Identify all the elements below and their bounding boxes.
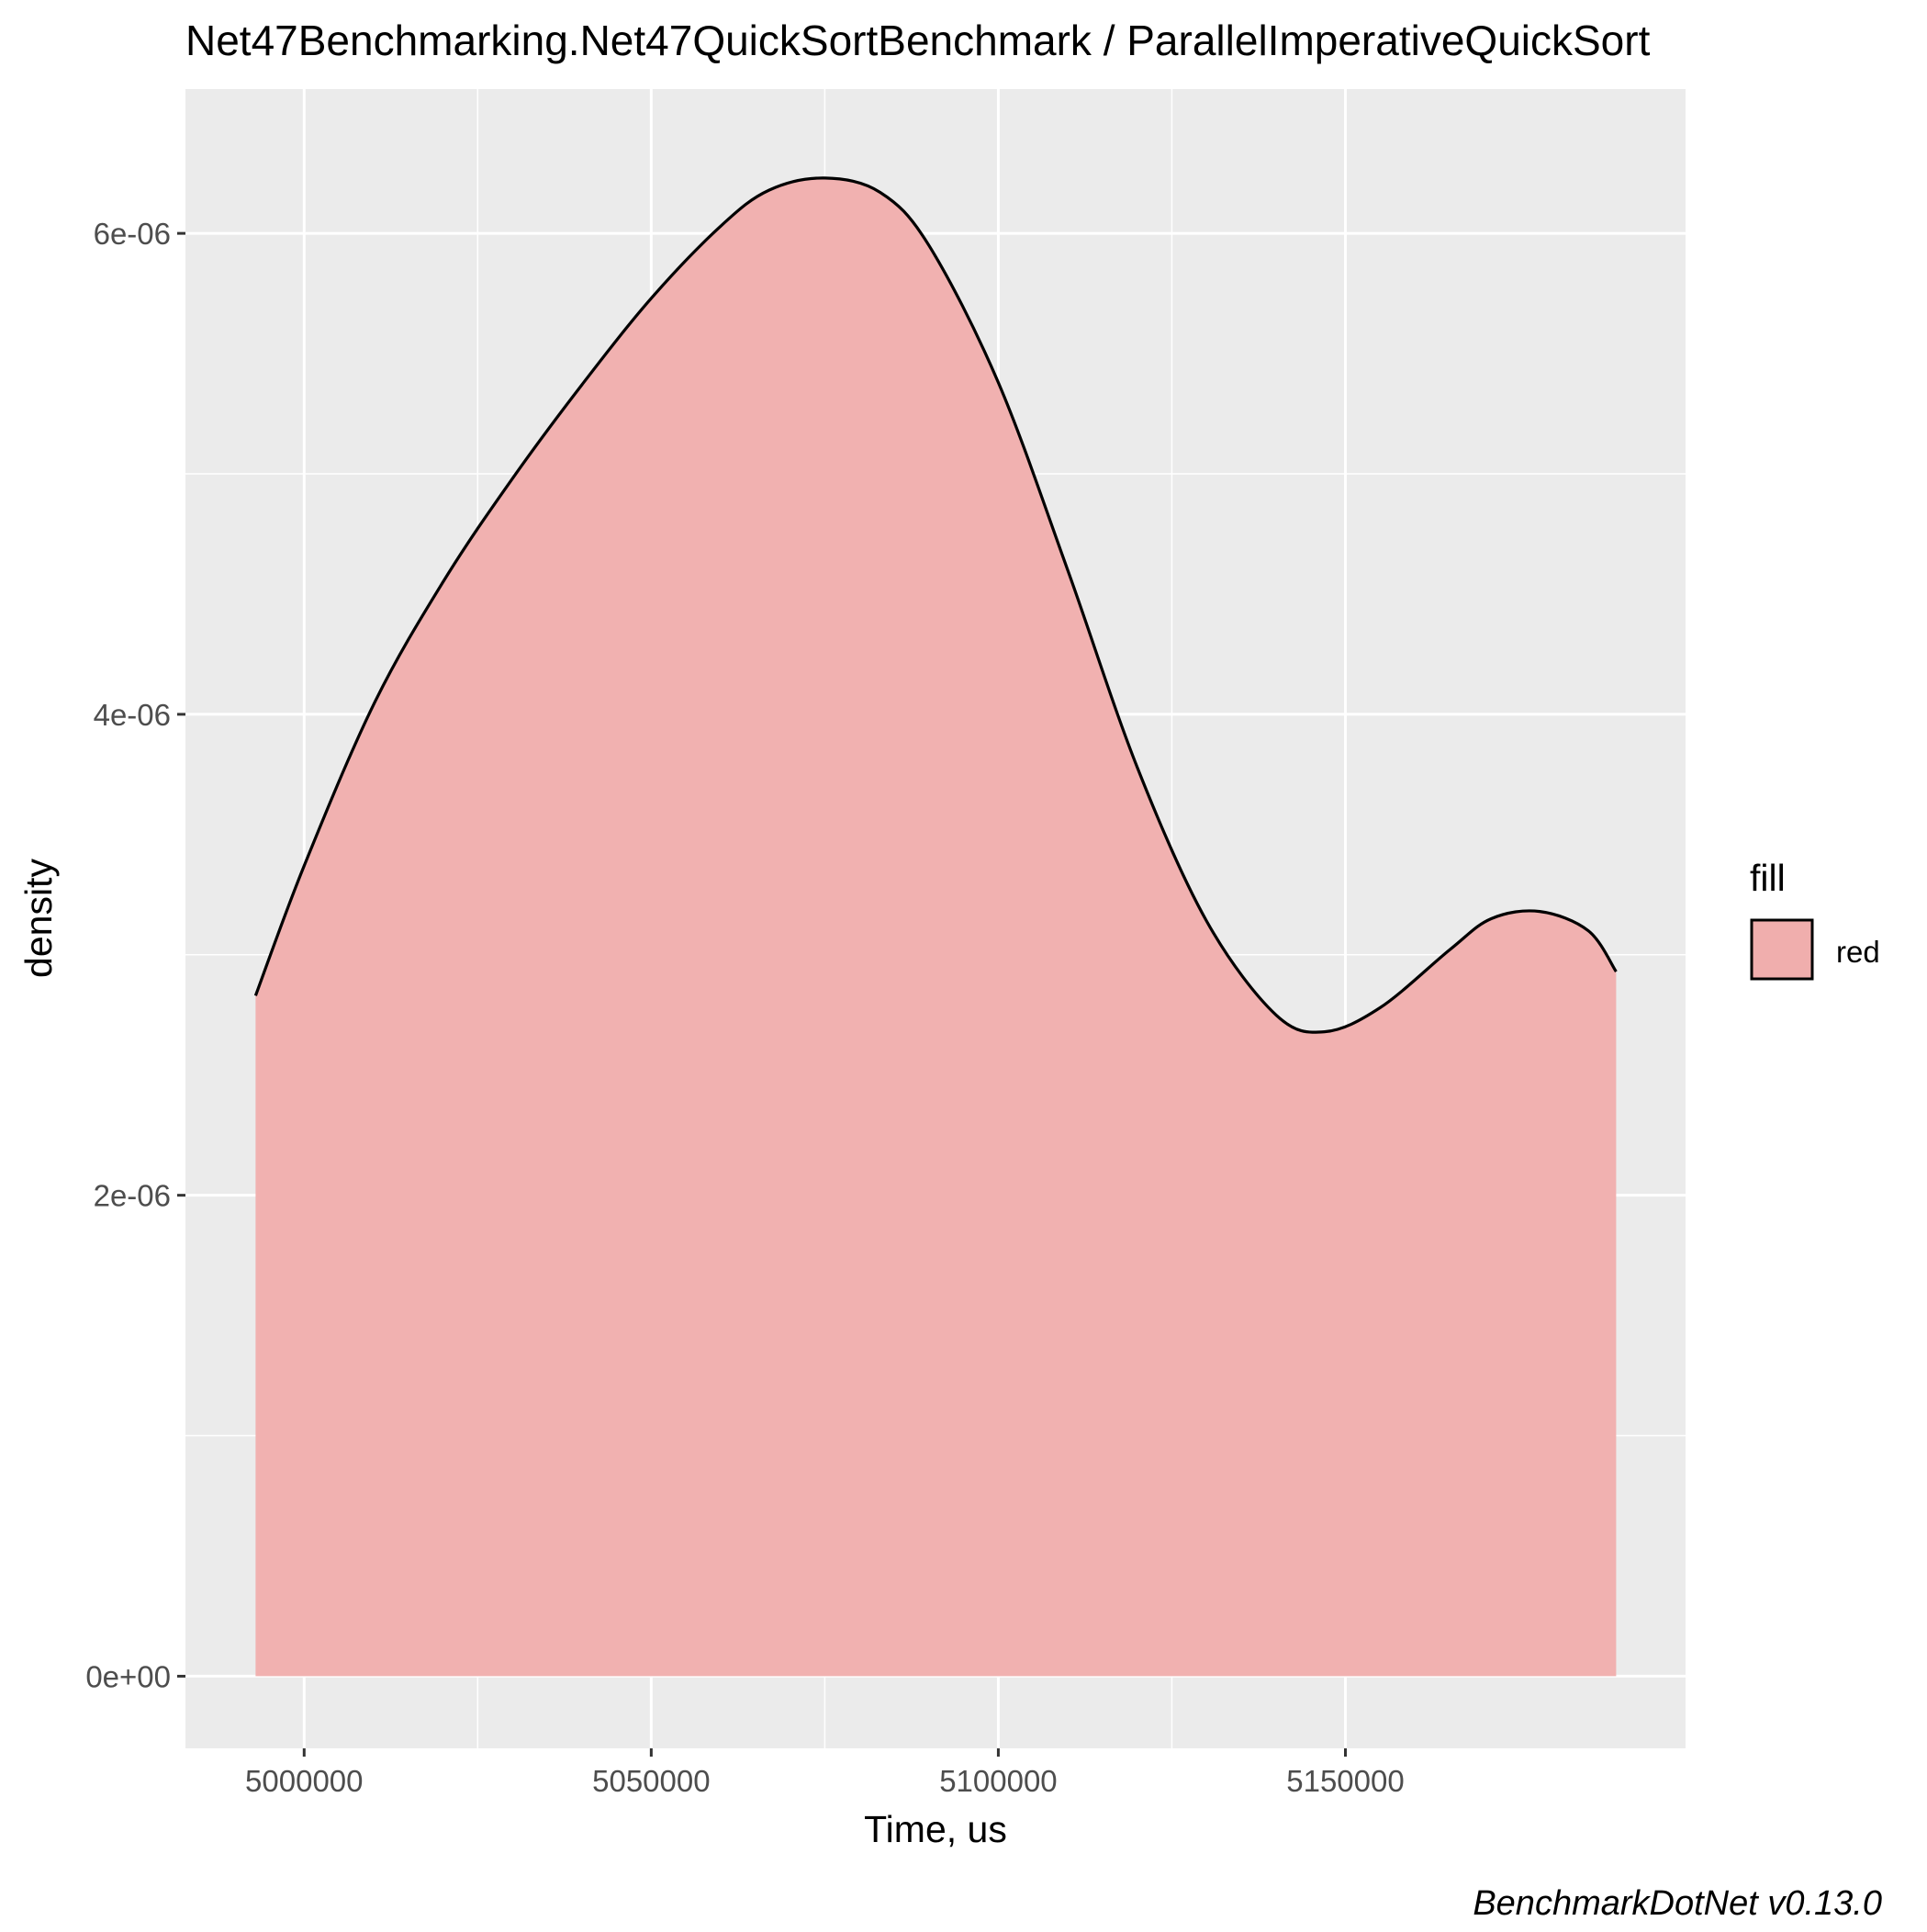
x-tick-label: 5050000 bbox=[592, 1764, 710, 1798]
x-tick-label: 5150000 bbox=[1286, 1764, 1404, 1798]
y-axis-label: density bbox=[17, 859, 60, 978]
x-tick-label: 5100000 bbox=[939, 1764, 1057, 1798]
y-tick-label: 6e-06 bbox=[94, 217, 171, 251]
x-tick-label: 5000000 bbox=[245, 1764, 363, 1798]
x-axis-label: Time, us bbox=[864, 1808, 1007, 1850]
legend-title: fill bbox=[1750, 857, 1786, 899]
y-tick-label: 0e+00 bbox=[85, 1659, 171, 1693]
plot-panel bbox=[185, 89, 1686, 1748]
legend-key-red bbox=[1750, 918, 1814, 981]
axes: 0e+00 2e-06 4e-06 6e-06 5000000 5050000 510000… bbox=[85, 217, 1404, 1798]
y-tick-label: 2e-06 bbox=[94, 1179, 171, 1213]
legend: fill red bbox=[1750, 857, 1880, 981]
chart-title: Net47Benchmarking.Net47QuickSortBenchmar… bbox=[185, 17, 1651, 64]
legend-label-red: red bbox=[1836, 935, 1880, 969]
y-tick-label: 4e-06 bbox=[94, 698, 171, 732]
density-line bbox=[253, 176, 1618, 1034]
chart-caption: BenchmarkDotNet v0.13.0 bbox=[1473, 1884, 1882, 1923]
density-area bbox=[255, 177, 1617, 1677]
